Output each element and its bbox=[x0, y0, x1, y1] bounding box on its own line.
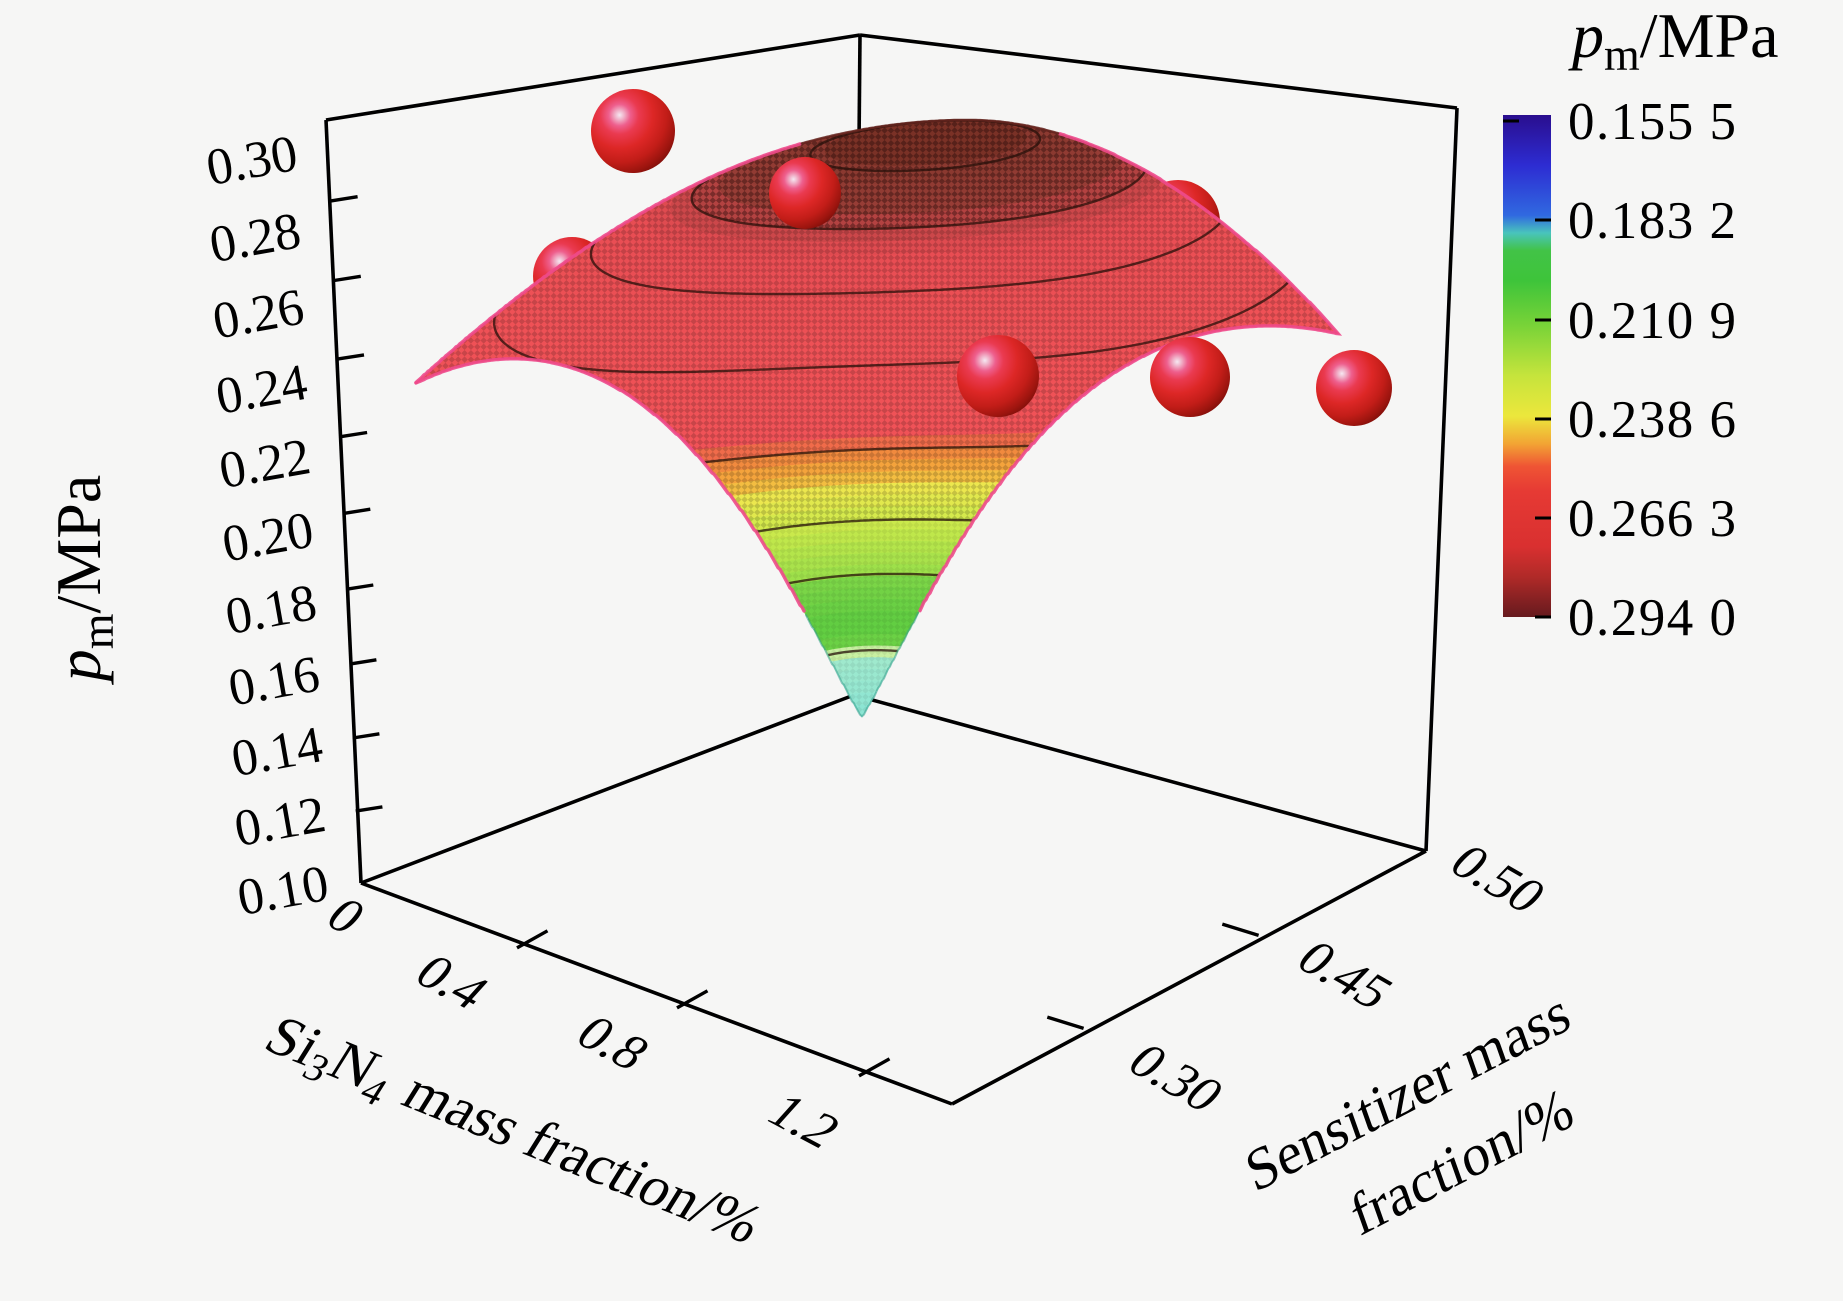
svg-text:pm/MPa: pm/MPa bbox=[43, 475, 123, 685]
svg-text:0.266 3: 0.266 3 bbox=[1568, 490, 1738, 548]
svg-text:0.183 2: 0.183 2 bbox=[1568, 192, 1738, 250]
svg-text:0.294 0: 0.294 0 bbox=[1568, 589, 1738, 647]
svg-text:pm/MPa: pm/MPa bbox=[1568, 0, 1778, 80]
svg-text:0.210 9: 0.210 9 bbox=[1568, 292, 1738, 350]
svg-text:0.155 5: 0.155 5 bbox=[1568, 93, 1738, 151]
svg-text:0.238 6: 0.238 6 bbox=[1568, 391, 1738, 449]
